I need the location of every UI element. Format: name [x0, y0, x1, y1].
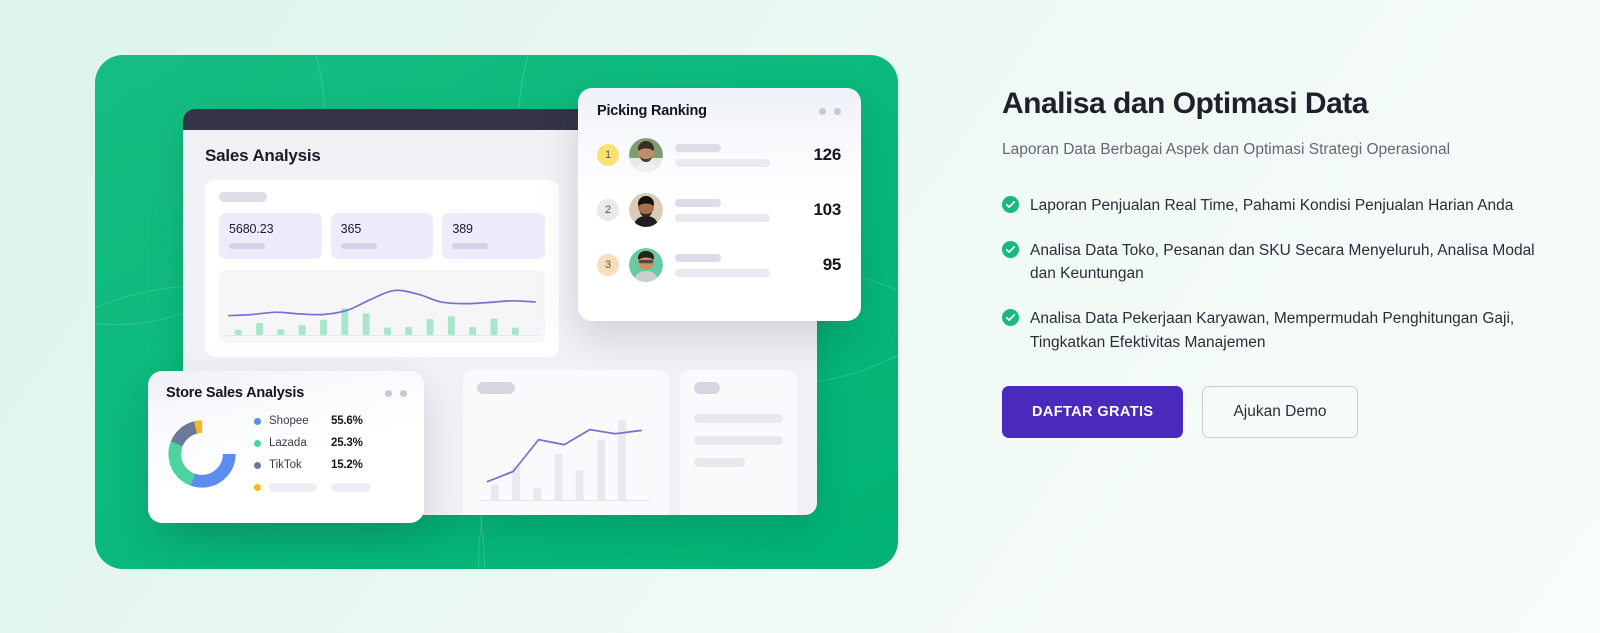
skeleton-line — [675, 253, 721, 262]
legend-label: TikTok — [269, 459, 302, 471]
donut-chart — [168, 420, 236, 488]
donut-legend: Shopee 55.6% Lazada 25.3% TikTok 15.2% — [254, 410, 407, 498]
skeleton-line — [675, 143, 721, 152]
skeleton-pill — [694, 382, 720, 394]
dot-icon — [819, 107, 826, 115]
skeleton-line — [675, 198, 721, 207]
skeleton-group — [675, 253, 807, 277]
skeleton-line — [675, 213, 770, 222]
list-item[interactable]: 1 — [597, 133, 841, 177]
sales-trend-chart-svg — [224, 289, 540, 336]
skeleton-line — [694, 414, 783, 423]
avatar — [629, 138, 663, 172]
skeleton-label — [452, 243, 489, 249]
content-panel: Analisa dan Optimasi Data Laporan Data B… — [1002, 86, 1542, 438]
rank-score: 126 — [813, 145, 842, 164]
dot-icon — [400, 389, 407, 397]
legend-dot-icon — [254, 439, 261, 447]
list-item[interactable]: 2 — [597, 188, 841, 232]
ajukan-demo-button[interactable]: Ajukan Demo — [1202, 385, 1358, 438]
picking-ranking-card: Picking Ranking 1 — [578, 88, 861, 321]
secondary-chart-svg — [478, 420, 650, 502]
check-circle-icon — [1002, 195, 1019, 213]
dot-icon — [385, 389, 392, 397]
skeleton-line — [694, 436, 783, 445]
card-header: Picking Ranking — [597, 103, 841, 119]
legend-item: Shopee 55.6% — [254, 410, 407, 432]
kpi-row: 5680.23 365 389 — [219, 213, 546, 259]
skeleton-line — [331, 482, 371, 492]
kpi-box: 389 — [442, 213, 546, 259]
skeleton-group — [675, 198, 807, 222]
cta-row: DAFTAR GRATIS Ajukan Demo — [1002, 385, 1542, 438]
rank-badge: 3 — [597, 254, 619, 276]
card-menu-dots[interactable] — [385, 389, 407, 397]
list-item[interactable]: 3 — [597, 243, 841, 287]
card-header: Store Sales Analysis — [166, 385, 407, 401]
ranking-list: 1 — [597, 133, 841, 287]
kpi-value: 365 — [340, 222, 362, 236]
kpi-value: 389 — [452, 222, 473, 236]
skeleton-line — [694, 458, 745, 467]
feature-list: Laporan Penjualan Real Time, Pahami Kond… — [1002, 194, 1542, 354]
legend-label: Lazada — [269, 437, 307, 449]
legend-value: 15.2% — [331, 459, 363, 471]
kpi-value: 5680.23 — [229, 222, 274, 236]
skeleton-title — [219, 192, 267, 202]
avatar-photo-icon — [629, 248, 663, 282]
card-menu-dots[interactable] — [819, 107, 841, 115]
skeleton-line — [675, 268, 770, 277]
list-item: Analisa Data Toko, Pesanan dan SKU Secar… — [1002, 239, 1542, 286]
kpi-box: 365 — [330, 213, 434, 259]
avatar — [629, 248, 663, 282]
skeleton-label — [229, 243, 265, 249]
skeleton-line — [269, 482, 317, 492]
legend-dot-icon — [254, 483, 261, 491]
list-item: Analisa Data Pekerjaan Karyawan, Memperm… — [1002, 307, 1542, 354]
dot-icon — [834, 107, 841, 115]
dashboard-title: Sales Analysis — [205, 146, 321, 165]
feature-text: Laporan Penjualan Real Time, Pahami Kond… — [1030, 196, 1514, 214]
skeleton-label — [340, 243, 377, 249]
feature-text: Analisa Data Toko, Pesanan dan SKU Secar… — [1030, 241, 1535, 283]
legend-item: Lazada 25.3% — [254, 432, 407, 454]
picking-ranking-title: Picking Ranking — [597, 103, 707, 119]
skeleton-line — [675, 158, 770, 167]
rank-badge: 1 — [597, 144, 619, 166]
daftar-gratis-button[interactable]: DAFTAR GRATIS — [1002, 385, 1184, 438]
text-placeholder-card — [680, 370, 797, 515]
rank-score: 95 — [822, 255, 842, 274]
secondary-chart — [477, 402, 655, 510]
kpi-card: 5680.23 365 389 — [205, 180, 559, 357]
sales-trend-chart — [219, 270, 545, 343]
check-circle-icon — [1002, 309, 1019, 327]
avatar-photo-icon — [629, 193, 663, 227]
dashboard-bottom-row — [205, 370, 797, 515]
page-title: Analisa dan Optimasi Data — [1002, 87, 1368, 120]
legend-item-placeholder — [254, 476, 407, 498]
legend-value: 25.3% — [331, 437, 363, 449]
secondary-chart-card — [463, 370, 669, 515]
store-sales-title: Store Sales Analysis — [166, 385, 305, 401]
feature-text: Analisa Data Pekerjaan Karyawan, Memperm… — [1030, 310, 1515, 351]
legend-label: Shopee — [269, 415, 309, 427]
hero-illustration: Sales Analysis 5680.23 365 389 — [95, 55, 898, 569]
legend-dot-icon — [254, 417, 261, 425]
page-subtitle: Laporan Data Berbagai Aspek dan Optimasi… — [1002, 140, 1451, 158]
legend-dot-icon — [254, 461, 261, 469]
donut-chart-area: Shopee 55.6% Lazada 25.3% TikTok 15.2% — [166, 410, 407, 498]
avatar-photo-icon — [629, 138, 663, 172]
legend-item: TikTok 15.2% — [254, 454, 407, 476]
skeleton-pill — [477, 382, 515, 394]
legend-value: 55.6% — [331, 415, 363, 427]
avatar — [629, 193, 663, 227]
check-circle-icon — [1002, 240, 1019, 258]
store-sales-analysis-card: Store Sales Analysis Shopee 55.6% Lazada… — [148, 371, 424, 523]
skeleton-group — [675, 143, 807, 167]
rank-score: 103 — [813, 200, 842, 219]
kpi-box: 5680.23 — [219, 213, 322, 259]
list-item: Laporan Penjualan Real Time, Pahami Kond… — [1002, 194, 1542, 217]
rank-badge: 2 — [597, 199, 619, 221]
